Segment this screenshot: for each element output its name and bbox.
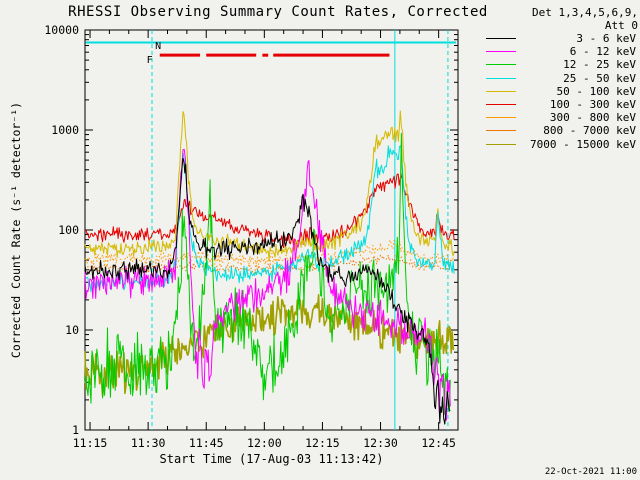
legend-item: 50 - 100 keV xyxy=(486,85,638,98)
series-line-12-25keV xyxy=(84,132,451,415)
y-tick-label: 10 xyxy=(65,323,79,337)
legend-attenuator-header: Att 0 xyxy=(604,19,638,32)
legend-item: 100 - 300 keV xyxy=(486,98,638,111)
legend-label: 800 - 7000 keV xyxy=(543,124,636,138)
x-tick-label: 12:45 xyxy=(421,436,456,450)
series-line-6-12keV xyxy=(84,148,451,421)
legend-item: 25 - 50 keV xyxy=(486,72,638,85)
flag-label-F: F xyxy=(147,55,153,66)
legend-item: 7000 - 15000 keV xyxy=(486,138,638,151)
legend-swatch xyxy=(486,77,516,79)
legend-swatch xyxy=(486,38,516,39)
series-line-800-7000keV xyxy=(84,254,455,275)
x-tick-label: 12:15 xyxy=(305,436,340,450)
legend-label: 3 - 6 keV xyxy=(576,32,636,45)
axes: 11:15 11:30 11:45 12:00 12:15 12:30 12:45 1 10 10… xyxy=(44,23,459,450)
legend: Det 1,3,4,5,6,9, Att 0 3 - 6 keV 6 - 12 k… xyxy=(486,6,638,151)
legend-rows: 3 - 6 keV 6 - 12 keV 12 - 25 keV 25 - 50 ke… xyxy=(486,32,638,151)
legend-label: 12 - 25 keV xyxy=(563,58,636,72)
series-line-100-300keV xyxy=(84,173,455,249)
legend-item: 6 - 12 keV xyxy=(486,45,638,58)
legend-swatch xyxy=(486,130,516,132)
legend-label: 300 - 800 keV xyxy=(549,111,636,125)
legend-label: 50 - 100 keV xyxy=(556,84,636,98)
x-tick-label: 11:30 xyxy=(131,436,166,450)
legend-item: 800 - 7000 keV xyxy=(486,124,638,137)
flag-label-N: N xyxy=(155,41,161,52)
x-tick-label: 11:15 xyxy=(73,436,108,450)
legend-item: 12 - 25 keV xyxy=(486,58,638,71)
legend-item: 3 - 6 keV xyxy=(486,32,638,45)
legend-swatch xyxy=(486,117,516,119)
legend-label: 7000 - 15000 keV xyxy=(530,137,636,151)
x-tick-label: 12:30 xyxy=(363,436,398,450)
plot-creation-timestamp: 22-Oct-2021 11:00 xyxy=(544,467,637,477)
x-tick-label: 12:00 xyxy=(247,436,282,450)
series-line-7000-15000keV xyxy=(84,294,455,397)
legend-label: 25 - 50 keV xyxy=(563,71,636,85)
y-axis-label: Corrected Count Rate (s⁻¹ detector⁻¹) xyxy=(9,101,23,359)
x-tick-label: 11:45 xyxy=(189,436,224,450)
chart-title: RHESSI Observing Summary Count Rates, Co… xyxy=(68,4,488,20)
legend-item: 300 - 800 keV xyxy=(486,111,638,124)
series-line-50-100keV xyxy=(84,110,455,261)
series-line-3-6keV xyxy=(84,157,451,425)
flag-lines: NF xyxy=(85,30,457,430)
y-tick-label: 10000 xyxy=(44,23,79,37)
legend-swatch xyxy=(486,143,516,145)
legend-swatch xyxy=(486,64,516,66)
legend-swatch xyxy=(486,90,516,92)
legend-label: 6 - 12 keV xyxy=(569,45,636,59)
y-tick-label: 1000 xyxy=(51,123,79,137)
x-axis-label: Start Time (17-Aug-03 11:13:42) xyxy=(159,452,384,466)
legend-swatch xyxy=(486,103,516,105)
series-line-25-50keV xyxy=(84,145,455,293)
y-tick-label: 1 xyxy=(72,423,79,437)
legend-detectors-header: Det 1,3,4,5,6,9, xyxy=(532,6,638,19)
legend-label: 100 - 300 keV xyxy=(549,97,636,111)
y-tick-label: 100 xyxy=(58,223,79,237)
legend-swatch xyxy=(486,51,516,53)
data-series xyxy=(84,110,455,425)
